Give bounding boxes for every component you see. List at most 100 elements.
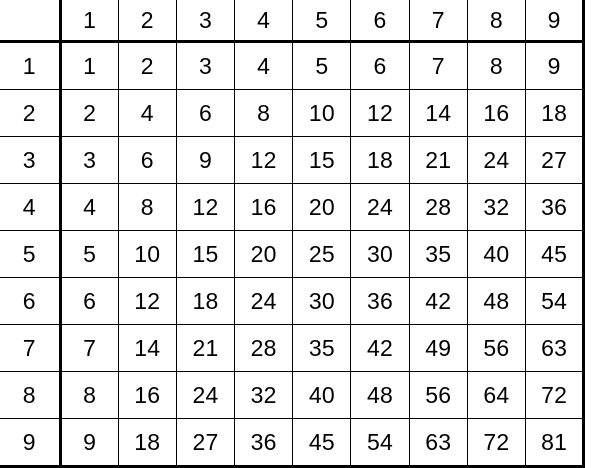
- cell-6x3: 18: [176, 277, 236, 325]
- column-header-8: 8: [467, 0, 527, 43]
- column-header-9: 9: [525, 0, 586, 43]
- cell-9x2: 18: [118, 418, 177, 468]
- cell-2x6: 12: [350, 89, 410, 137]
- cell-9x1: 9: [60, 418, 119, 468]
- cell-5x9: 45: [525, 230, 586, 278]
- cell-1x1: 1: [60, 41, 119, 90]
- cell-1x6: 6: [350, 41, 410, 90]
- cell-6x6: 36: [350, 277, 410, 325]
- cell-3x9: 27: [525, 136, 586, 184]
- cell-5x3: 15: [176, 230, 236, 278]
- cell-4x9: 36: [525, 183, 586, 231]
- cell-7x6: 42: [350, 324, 410, 372]
- column-header-3: 3: [176, 0, 236, 43]
- cell-3x6: 18: [350, 136, 410, 184]
- table-row: 8 8 16 24 32 40 48 56 64 72: [0, 371, 586, 419]
- cell-2x7: 14: [409, 89, 468, 137]
- cell-4x8: 32: [467, 183, 527, 231]
- cell-4x4: 16: [234, 183, 294, 231]
- cell-7x7: 49: [409, 324, 468, 372]
- table-row: 3 3 6 9 12 15 18 21 24 27: [0, 136, 586, 184]
- column-header-1: 1: [60, 0, 119, 43]
- table-body: 1 2 3 4 5 6 7 8 9 1 1 2 3 4 5 6 7 8 9 2 2 4 6 8 10 12 14 16 18 3 3 6 9 12…: [0, 0, 586, 468]
- cell-5x6: 30: [350, 230, 410, 278]
- cell-8x2: 16: [118, 371, 177, 419]
- row-header-1: 1: [0, 41, 62, 90]
- corner-cell: [0, 0, 62, 43]
- cell-5x1: 5: [60, 230, 119, 278]
- cell-8x8: 64: [467, 371, 527, 419]
- cell-9x8: 72: [467, 418, 527, 468]
- cell-5x4: 20: [234, 230, 294, 278]
- multiplication-table: 1 2 3 4 5 6 7 8 9 1 1 2 3 4 5 6 7 8 9 2 2 4 6 8 10 12 14 16 18 3 3 6 9 12…: [0, 0, 586, 468]
- cell-9x4: 36: [234, 418, 294, 468]
- cell-4x5: 20: [292, 183, 352, 231]
- cell-2x1: 2: [60, 89, 119, 137]
- row-header-9: 9: [0, 418, 62, 468]
- cell-7x4: 28: [234, 324, 294, 372]
- cell-5x7: 35: [409, 230, 468, 278]
- cell-6x5: 30: [292, 277, 352, 325]
- cell-4x3: 12: [176, 183, 236, 231]
- row-header-2: 2: [0, 89, 62, 137]
- cell-6x1: 6: [60, 277, 119, 325]
- table-row: 2 2 4 6 8 10 12 14 16 18: [0, 89, 586, 137]
- cell-5x8: 40: [467, 230, 527, 278]
- column-header-6: 6: [350, 0, 410, 43]
- cell-1x9: 9: [525, 41, 586, 90]
- cell-6x2: 12: [118, 277, 177, 325]
- cell-3x4: 12: [234, 136, 294, 184]
- cell-9x3: 27: [176, 418, 236, 468]
- cell-9x5: 45: [292, 418, 352, 468]
- cell-1x3: 3: [176, 41, 236, 90]
- column-header-2: 2: [118, 0, 177, 43]
- row-header-8: 8: [0, 371, 62, 419]
- cell-7x5: 35: [292, 324, 352, 372]
- cell-9x9: 81: [525, 418, 586, 468]
- cell-8x1: 8: [60, 371, 119, 419]
- cell-7x2: 14: [118, 324, 177, 372]
- cell-3x8: 24: [467, 136, 527, 184]
- table-row: 7 7 14 21 28 35 42 49 56 63: [0, 324, 586, 372]
- table-row: 5 5 10 15 20 25 30 35 40 45: [0, 230, 586, 278]
- cell-8x5: 40: [292, 371, 352, 419]
- cell-6x8: 48: [467, 277, 527, 325]
- cell-1x5: 5: [292, 41, 352, 90]
- row-header-5: 5: [0, 230, 62, 278]
- column-header-7: 7: [409, 0, 468, 43]
- table-row: 6 6 12 18 24 30 36 42 48 54: [0, 277, 586, 325]
- cell-9x6: 54: [350, 418, 410, 468]
- cell-2x3: 6: [176, 89, 236, 137]
- row-header-7: 7: [0, 324, 62, 372]
- cell-1x4: 4: [234, 41, 294, 90]
- cell-2x8: 16: [467, 89, 527, 137]
- cell-3x5: 15: [292, 136, 352, 184]
- cell-7x3: 21: [176, 324, 236, 372]
- row-header-4: 4: [0, 183, 62, 231]
- cell-1x8: 8: [467, 41, 527, 90]
- cell-1x2: 2: [118, 41, 177, 90]
- column-header-4: 4: [234, 0, 294, 43]
- cell-4x6: 24: [350, 183, 410, 231]
- cell-2x4: 8: [234, 89, 294, 137]
- cell-3x3: 9: [176, 136, 236, 184]
- cell-3x1: 3: [60, 136, 119, 184]
- cell-3x7: 21: [409, 136, 468, 184]
- cell-8x9: 72: [525, 371, 586, 419]
- cell-6x4: 24: [234, 277, 294, 325]
- cell-7x8: 56: [467, 324, 527, 372]
- cell-7x1: 7: [60, 324, 119, 372]
- row-header-3: 3: [0, 136, 62, 184]
- cell-1x7: 7: [409, 41, 468, 90]
- cell-4x7: 28: [409, 183, 468, 231]
- cell-4x1: 4: [60, 183, 119, 231]
- cell-8x4: 32: [234, 371, 294, 419]
- cell-6x7: 42: [409, 277, 468, 325]
- cell-9x7: 63: [409, 418, 468, 468]
- column-header-5: 5: [292, 0, 352, 43]
- cell-8x3: 24: [176, 371, 236, 419]
- cell-3x2: 6: [118, 136, 177, 184]
- cell-4x2: 8: [118, 183, 177, 231]
